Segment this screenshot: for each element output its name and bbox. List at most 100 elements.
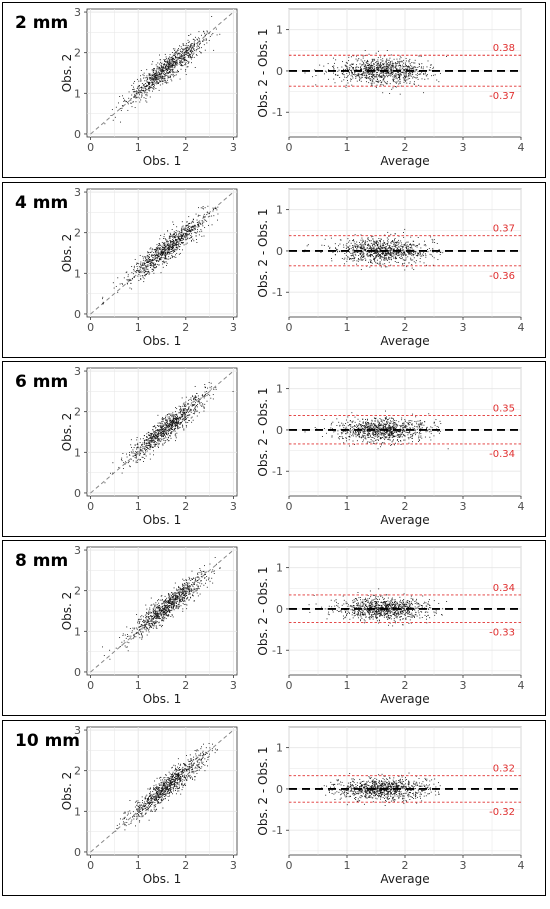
data-point xyxy=(157,257,159,259)
data-point xyxy=(177,49,179,51)
data-point xyxy=(395,74,397,76)
data-point xyxy=(176,61,178,63)
data-point xyxy=(157,73,159,75)
data-point xyxy=(161,77,163,79)
data-point xyxy=(168,428,170,430)
data-point xyxy=(406,69,408,70)
data-point xyxy=(382,245,383,247)
data-point xyxy=(149,437,151,439)
data-point xyxy=(364,242,365,244)
data-point xyxy=(176,233,177,235)
data-point xyxy=(396,81,398,83)
data-point xyxy=(422,253,424,255)
data-point xyxy=(350,242,352,244)
data-point xyxy=(146,450,148,452)
data-point xyxy=(162,65,164,67)
data-point xyxy=(177,423,179,425)
data-point xyxy=(389,250,391,252)
data-point xyxy=(380,59,382,61)
data-point xyxy=(368,423,370,425)
data-point xyxy=(187,53,189,54)
data-point xyxy=(210,388,212,390)
data-point xyxy=(396,78,398,80)
data-point xyxy=(398,75,400,77)
data-point xyxy=(406,82,408,84)
data-point xyxy=(386,68,388,70)
data-point xyxy=(180,238,182,240)
data-point xyxy=(377,72,378,74)
data-point xyxy=(211,16,213,17)
data-point xyxy=(182,405,184,407)
data-point xyxy=(168,253,170,255)
data-point xyxy=(379,250,380,252)
data-point xyxy=(360,239,362,241)
data-point xyxy=(142,276,144,278)
data-point xyxy=(152,446,154,448)
data-point xyxy=(154,265,156,267)
data-point xyxy=(184,417,186,419)
data-point xyxy=(161,438,163,440)
data-point xyxy=(351,71,353,73)
data-point xyxy=(184,420,186,422)
data-point xyxy=(171,57,173,59)
data-point xyxy=(408,68,410,70)
data-point xyxy=(176,247,178,249)
data-point xyxy=(160,272,162,274)
data-point xyxy=(161,69,163,71)
data-point xyxy=(173,234,175,236)
data-point xyxy=(323,244,325,246)
data-point xyxy=(207,393,209,395)
data-point xyxy=(421,78,423,80)
data-point xyxy=(337,433,339,435)
data-point xyxy=(193,404,195,405)
data-point xyxy=(385,428,387,429)
data-point xyxy=(402,71,404,73)
data-point xyxy=(350,258,351,259)
data-point xyxy=(385,266,387,268)
data-point xyxy=(415,77,417,79)
data-point xyxy=(148,434,150,436)
data-point xyxy=(367,435,369,437)
data-point xyxy=(154,263,156,265)
data-point xyxy=(161,432,163,434)
data-point xyxy=(193,48,195,50)
data-point xyxy=(168,58,170,60)
data-point xyxy=(350,432,352,433)
data-point xyxy=(408,252,410,254)
data-point xyxy=(196,46,198,48)
data-point xyxy=(175,52,177,54)
data-point xyxy=(369,426,371,428)
data-point xyxy=(403,254,404,256)
data-point xyxy=(120,107,122,109)
data-point xyxy=(363,65,365,67)
data-point xyxy=(412,73,414,75)
data-point xyxy=(185,418,187,420)
data-point xyxy=(177,247,179,249)
data-point xyxy=(158,438,160,440)
data-point xyxy=(164,80,166,82)
data-point xyxy=(382,426,384,428)
data-point xyxy=(422,68,424,70)
data-point xyxy=(168,241,170,243)
data-point xyxy=(187,52,189,53)
data-point xyxy=(412,243,414,245)
data-point xyxy=(129,465,131,467)
data-point xyxy=(363,244,365,246)
data-point xyxy=(138,452,140,454)
data-point xyxy=(413,429,415,431)
data-point xyxy=(163,238,165,239)
data-point xyxy=(382,247,384,249)
data-point xyxy=(126,453,128,455)
data-point xyxy=(152,75,153,77)
data-point xyxy=(372,248,374,250)
data-point xyxy=(144,85,146,87)
data-point xyxy=(130,102,132,104)
data-point xyxy=(159,429,161,431)
data-point xyxy=(359,244,361,246)
data-point xyxy=(161,252,163,254)
data-point xyxy=(386,253,388,254)
data-point xyxy=(345,61,347,63)
data-point xyxy=(390,251,392,253)
data-point xyxy=(173,418,174,420)
data-point xyxy=(389,254,391,256)
